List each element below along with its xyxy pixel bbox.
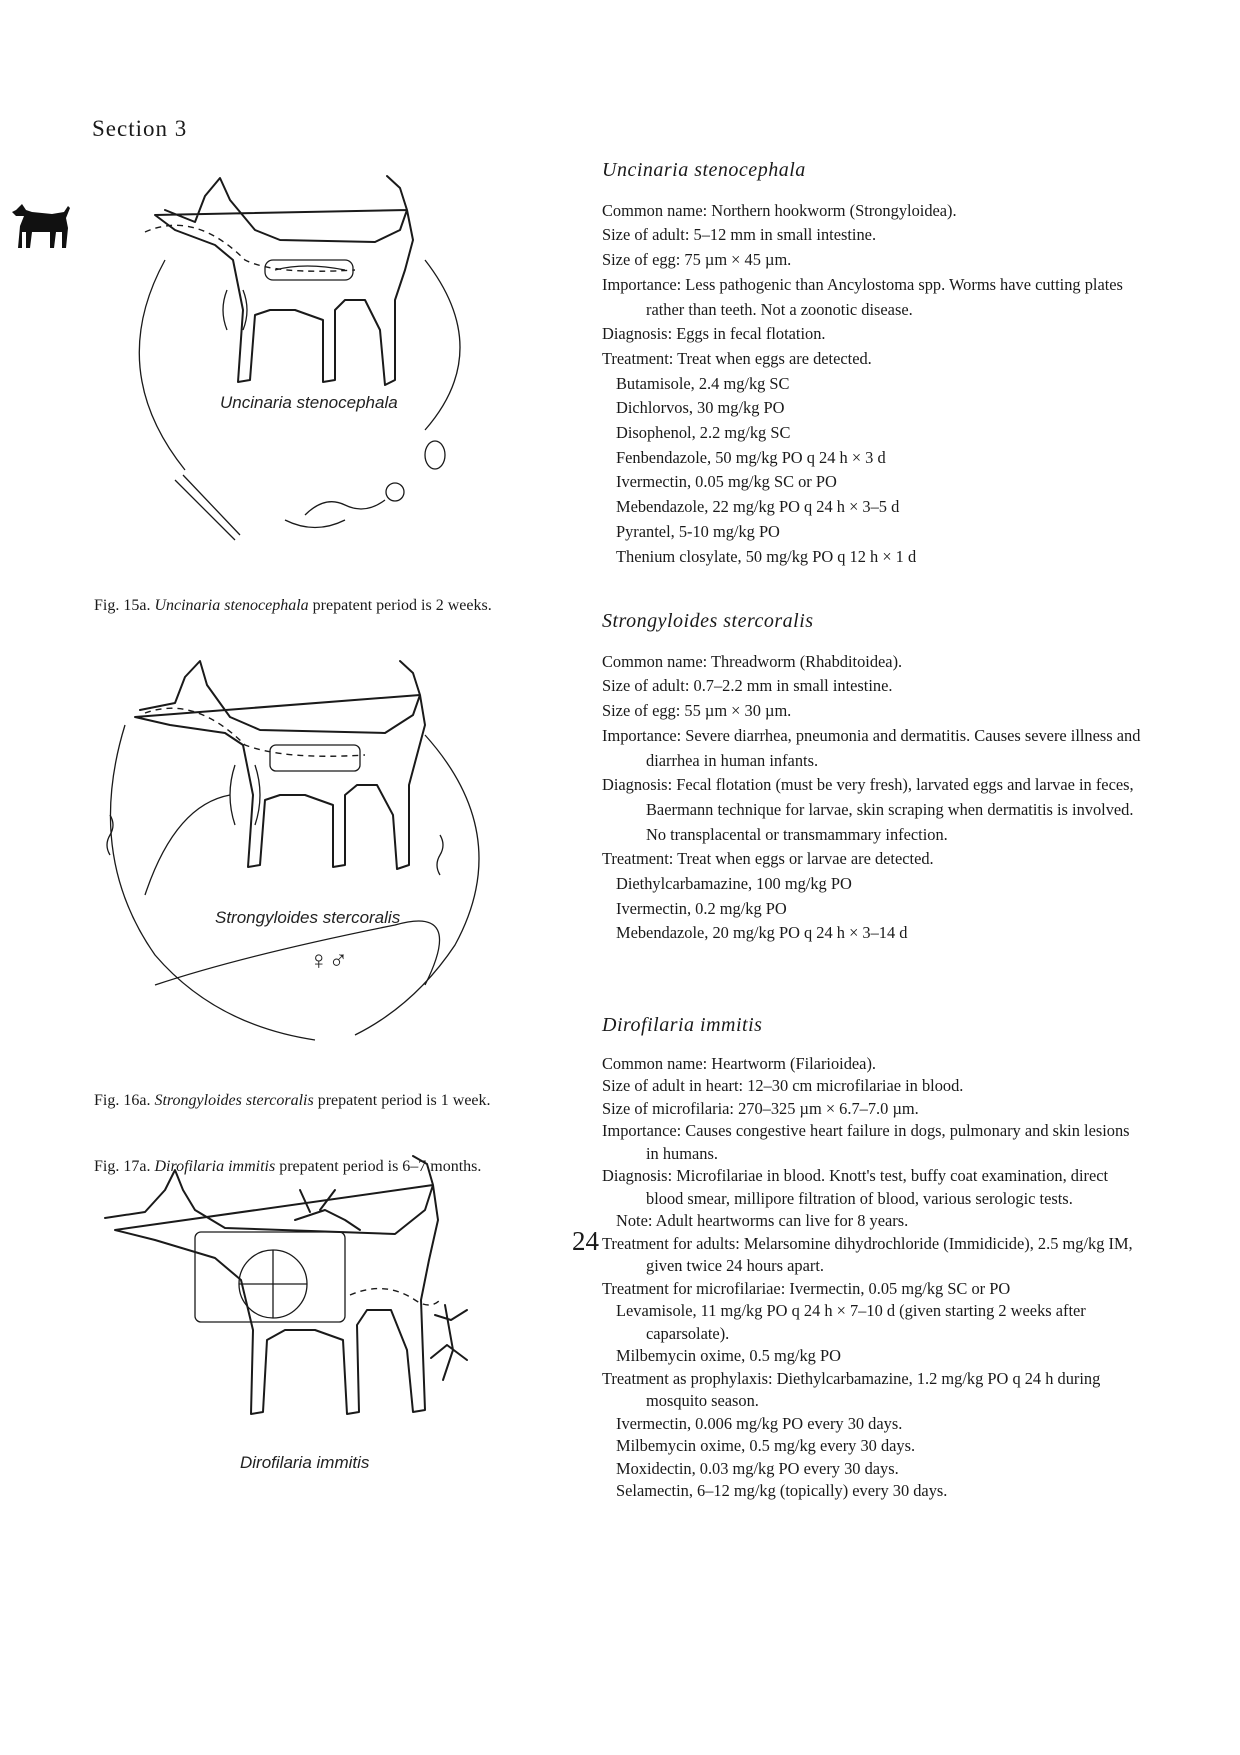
- cycle-arrow-left: [138, 259, 186, 471]
- larvae: [106, 814, 444, 876]
- entry-line: Diethylcarbamazine, 100 mg/kg PO: [616, 874, 852, 894]
- entry-line: Size of adult: 5–12 mm in small intestin…: [602, 225, 877, 245]
- entry-line: Milbemycin oxime, 0.5 mg/kg PO: [616, 1346, 841, 1365]
- dog-outline: [154, 175, 414, 386]
- figure-label: Uncinaria stenocephala: [220, 393, 398, 412]
- entry-strongyloides: Strongyloides stercoralis Common name: T…: [602, 609, 1142, 946]
- migration-path: [144, 707, 366, 757]
- dog-outline: [104, 1155, 439, 1415]
- entry-line: Size of microfilaria: 270–325 µm × 6.7–7…: [602, 1098, 919, 1118]
- mosquito-feeding: [294, 1189, 361, 1231]
- entry-line: Treatment: Treat when eggs are detected.: [602, 348, 872, 368]
- entry-line: Ivermectin, 0.05 mg/kg SC or PO: [616, 472, 837, 492]
- entry-line: Note: Adult heartworms can live for 8 ye…: [616, 1211, 909, 1230]
- figure-caption: Fig. 16a. Strongyloides stercoralis prep…: [94, 1092, 491, 1109]
- figure-uncinaria: Uncinaria stenocephala: [95, 170, 535, 570]
- entry-line: Disophenol, 2.2 mg/kg SC: [616, 423, 791, 443]
- intestine: [269, 744, 361, 772]
- entry-body: Common name: Heartworm (Filarioidea). Siz…: [602, 1053, 1142, 1503]
- lungs: [222, 289, 248, 331]
- entry-line: Size of adult: 0.7–2.2 mm in small intes…: [602, 676, 893, 696]
- dirofilaria-lifecycle-diagram: [104, 1155, 468, 1415]
- entry-line: Fenbendazole, 50 mg/kg PO q 24 h × 3 d: [616, 447, 886, 467]
- entry-body: Common name: Threadworm (Rhabditoidea). S…: [602, 650, 1142, 946]
- entry-title: Dirofilaria immitis: [602, 1014, 763, 1036]
- cycle-arrow-right: [424, 259, 461, 431]
- migration-path: [144, 224, 356, 272]
- circulation-loop: [194, 1231, 346, 1323]
- figure-dirofilaria: Dirofilaria immitis: [95, 1150, 535, 1510]
- entry-line: Treatment as prophylaxis: Diethylcarbama…: [602, 1368, 1101, 1411]
- adult-worm: [274, 265, 346, 271]
- entry-line: Diagnosis: Microfilariae in blood. Knott…: [602, 1166, 1109, 1208]
- entry-line: Milbemycin oxime, 0.5 mg/kg every 30 day…: [616, 1436, 916, 1455]
- entry-line: Diagnosis: Fecal flotation (must be very…: [602, 775, 1134, 844]
- figure-label: Dirofilaria immitis: [240, 1453, 370, 1472]
- entry-line: Size of egg: 55 µm × 30 µm.: [602, 701, 792, 721]
- entry-line: Diagnosis: Eggs in fecal flotation.: [602, 324, 826, 344]
- entry-line: Size of egg: 75 µm × 45 µm.: [602, 250, 792, 270]
- entry-line: Ivermectin, 0.006 mg/kg PO every 30 days…: [616, 1413, 903, 1433]
- mosquito-vector: [430, 1304, 468, 1381]
- larvated-egg: [385, 482, 405, 502]
- entry-line: Size of adult in heart: 12–30 cm microfi…: [602, 1076, 964, 1095]
- transmission-path: [349, 1287, 441, 1306]
- entry-line: Pyrantel, 5-10 mg/kg PO: [616, 521, 780, 541]
- dog-silhouette-icon: [12, 204, 70, 248]
- entry-line: Common name: Northern hookworm (Strongyl…: [602, 200, 957, 220]
- strongyloides-lifecycle-diagram: [106, 660, 480, 1041]
- larvae: [174, 474, 386, 541]
- entry-line: Selamectin, 6–12 mg/kg (topically) every…: [616, 1481, 948, 1500]
- entry-body: Common name: Northern hookworm (Strongyl…: [602, 199, 1142, 570]
- dog-outline: [134, 660, 426, 870]
- section-label: Section 3: [92, 116, 188, 141]
- free-living-cycle: [144, 794, 441, 986]
- entry-dirofilaria: Dirofilaria immitis Common name: Heartwo…: [602, 1014, 1142, 1503]
- entry-line: Ivermectin, 0.2 mg/kg PO: [616, 898, 787, 918]
- intestine: [264, 259, 354, 281]
- figure-strongyloides: Strongyloides stercoralis ♀♂: [95, 655, 535, 1060]
- entry-line: Mebendazole, 20 mg/kg PO q 24 h × 3–14 d: [616, 923, 908, 943]
- figure-caption: Fig. 17a. Dirofilaria immitis prepatent …: [94, 1158, 482, 1175]
- page-number: 24: [572, 1226, 599, 1256]
- entry-line: Importance: Less pathogenic than Ancylos…: [602, 274, 1123, 319]
- entry-line: Treatment for adults: Melarsomine dihydr…: [602, 1233, 1133, 1276]
- entry-line: Importance: Severe diarrhea, pneumonia a…: [602, 725, 1141, 770]
- entry-title: Strongyloides stercoralis: [602, 610, 814, 632]
- lungs: [229, 764, 261, 826]
- entry-line: Treatment: Treat when eggs or larvae are…: [602, 849, 934, 869]
- heart-chambers: [239, 1250, 307, 1318]
- entry-line: Mebendazole, 22 mg/kg PO q 24 h × 3–5 d: [616, 497, 900, 517]
- figure-label: Strongyloides stercoralis: [215, 908, 401, 927]
- entry-title: Uncinaria stenocephala: [602, 159, 806, 181]
- entry-line: Levamisole, 11 mg/kg PO q 24 h × 7–10 d …: [616, 1301, 1086, 1343]
- figure-caption: Fig. 15a. Uncinaria stenocephala prepate…: [94, 597, 492, 614]
- cycle-arrow-right: [354, 734, 480, 1036]
- entry-line: Common name: Heartworm (Filarioidea).: [602, 1053, 877, 1073]
- uncinaria-lifecycle-diagram: [138, 175, 461, 541]
- entry-uncinaria: Uncinaria stenocephala Common name: Nort…: [602, 158, 1142, 569]
- entry-line: Treatment for microfilariae: Ivermectin,…: [602, 1278, 1011, 1298]
- entry-line: Dichlorvos, 30 mg/kg PO: [616, 398, 785, 418]
- cycle-arrow-left: [109, 724, 316, 1041]
- entry-line: Moxidectin, 0.03 mg/kg PO every 30 days.: [616, 1458, 899, 1478]
- entry-line: Importance: Causes congestive heart fail…: [602, 1121, 1130, 1163]
- egg: [424, 440, 446, 470]
- entry-line: Butamisole, 2.4 mg/kg SC: [616, 373, 790, 393]
- sex-symbols: ♀♂: [309, 945, 348, 975]
- entry-line: Thenium closylate, 50 mg/kg PO q 12 h × …: [616, 546, 917, 566]
- entry-line: Common name: Threadworm (Rhabditoidea).: [602, 651, 903, 671]
